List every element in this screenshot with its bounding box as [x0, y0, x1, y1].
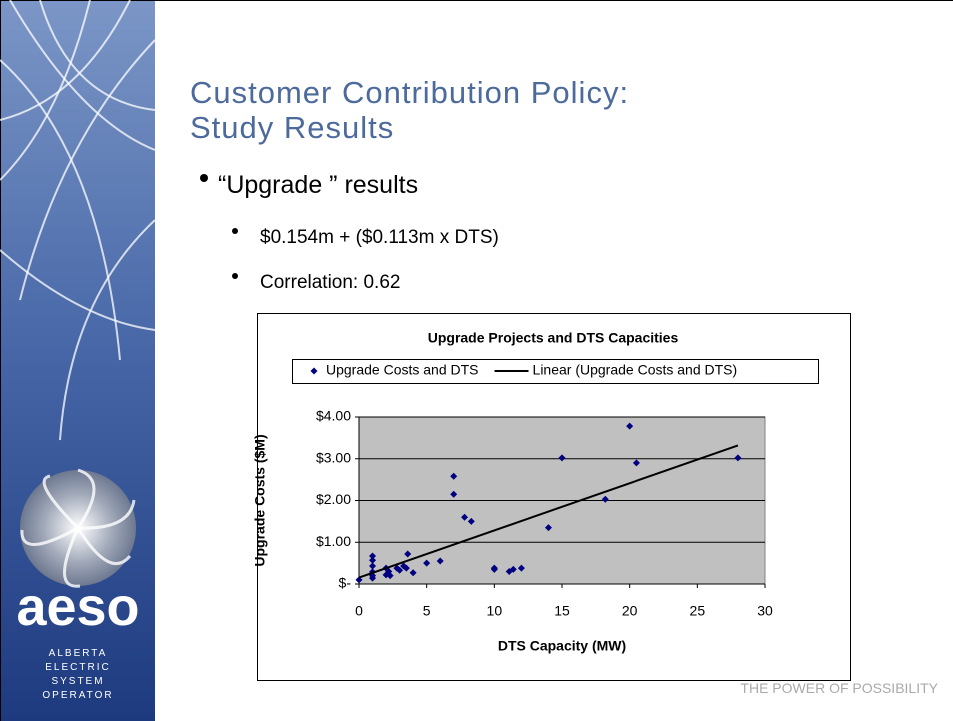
bullet-dot [200, 174, 208, 182]
x-tick-label: 0 [355, 603, 363, 619]
legend-label: Upgrade Costs and DTS [326, 362, 479, 378]
slide: aeso ALBERTA ELECTRIC SYSTEM OPERATOR Custo… [0, 0, 953, 721]
x-tick-label: 5 [423, 603, 431, 619]
y-tick-label: $4.00 [316, 408, 351, 424]
y-tick-label: $1.00 [316, 533, 351, 549]
slide-title: Customer Contribution Policy: [190, 75, 629, 110]
logo-line: ELECTRIC [45, 662, 110, 673]
bullet: “Upgrade ” results [218, 171, 418, 199]
y-tick-label: $- [339, 575, 352, 591]
sub-bullet: Correlation: 0.62 [260, 272, 400, 293]
y-axis-label: Upgrade Costs ($M) [252, 434, 268, 566]
x-tick-label: 10 [487, 603, 503, 619]
x-tick-label: 20 [622, 603, 638, 619]
footer: THE POWER OF POSSIBILITY [740, 680, 938, 696]
y-tick-label: $3.00 [316, 449, 351, 465]
logo-text: aeso [16, 577, 139, 637]
bullet-dot [232, 273, 238, 279]
logo-line: OPERATOR [42, 690, 113, 701]
logo-line: ALBERTA [49, 648, 108, 659]
bullet-dot [232, 228, 238, 234]
logo-line: SYSTEM [51, 676, 104, 687]
legend-label: Linear (Upgrade Costs and DTS) [533, 362, 738, 378]
x-tick-label: 15 [554, 603, 570, 619]
x-axis-label: DTS Capacity (MW) [498, 638, 626, 654]
slide-title: Study Results [190, 110, 394, 145]
y-tick-label: $2.00 [316, 491, 351, 507]
x-tick-label: 25 [690, 603, 706, 619]
chart-title: Upgrade Projects and DTS Capacities [428, 330, 679, 346]
sub-bullet: $0.154m + ($0.113m x DTS) [260, 227, 499, 248]
x-tick-label: 30 [757, 603, 773, 619]
